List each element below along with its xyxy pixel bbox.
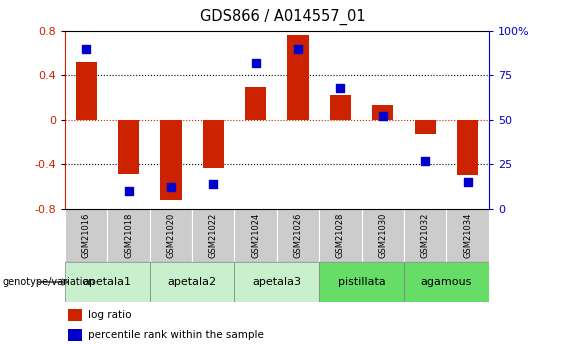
Bar (234, 209, 277, 262)
Bar (319, 262, 404, 302)
Text: apetala2: apetala2 (168, 277, 216, 287)
Text: GSM21032: GSM21032 (421, 213, 429, 258)
Text: percentile rank within the sample: percentile rank within the sample (88, 330, 264, 340)
Bar (277, 209, 319, 262)
Text: pistillata: pistillata (338, 277, 385, 287)
Bar (457, 120, 478, 175)
Text: GSM21028: GSM21028 (336, 213, 345, 258)
Bar (404, 262, 489, 302)
Text: apetala3: apetala3 (253, 277, 301, 287)
Text: GSM21020: GSM21020 (167, 213, 175, 258)
Point (336, 85, 345, 91)
Bar (65, 209, 107, 262)
Bar (203, 120, 224, 168)
Point (251, 60, 260, 66)
Bar (68, 329, 82, 341)
Bar (76, 62, 97, 120)
Bar (245, 87, 266, 120)
Text: GSM21022: GSM21022 (209, 213, 218, 258)
Text: log ratio: log ratio (88, 310, 132, 320)
Bar (288, 36, 308, 120)
Text: GSM21016: GSM21016 (82, 213, 90, 258)
Point (463, 179, 472, 185)
Text: GSM21024: GSM21024 (251, 213, 260, 258)
Bar (118, 120, 139, 174)
Point (420, 158, 430, 164)
Text: GSM21018: GSM21018 (124, 213, 133, 258)
Point (82, 46, 91, 51)
Bar (319, 209, 362, 262)
Bar (150, 262, 234, 302)
Bar (415, 120, 436, 134)
Point (379, 114, 388, 119)
Bar (372, 106, 393, 120)
Bar (362, 209, 404, 262)
Point (209, 181, 218, 187)
Bar (330, 96, 351, 120)
Text: agamous: agamous (421, 277, 472, 287)
Bar (192, 209, 234, 262)
Text: apetala1: apetala1 (83, 277, 132, 287)
Bar (234, 262, 319, 302)
Bar (68, 308, 82, 321)
Point (167, 185, 176, 190)
Point (124, 188, 133, 194)
Text: GSM21034: GSM21034 (463, 213, 472, 258)
Bar (160, 120, 181, 200)
Text: GSM21026: GSM21026 (294, 213, 302, 258)
Bar (446, 209, 489, 262)
Bar (150, 209, 192, 262)
Bar (404, 209, 446, 262)
Text: GSM21030: GSM21030 (379, 213, 387, 258)
Bar (107, 209, 150, 262)
Text: GDS866 / A014557_01: GDS866 / A014557_01 (199, 9, 366, 25)
Text: genotype/variation: genotype/variation (3, 277, 95, 287)
Point (294, 46, 303, 51)
Bar (65, 262, 150, 302)
